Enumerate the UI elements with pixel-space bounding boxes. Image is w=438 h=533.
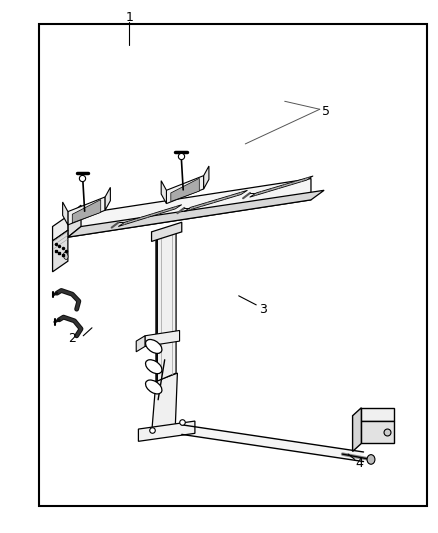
Polygon shape: [145, 330, 180, 346]
Polygon shape: [118, 205, 182, 227]
Polygon shape: [105, 188, 110, 211]
Polygon shape: [156, 237, 157, 385]
Ellipse shape: [64, 252, 68, 260]
Polygon shape: [68, 190, 324, 237]
Text: 5: 5: [322, 106, 330, 118]
Polygon shape: [68, 179, 311, 237]
Polygon shape: [152, 373, 177, 434]
Polygon shape: [250, 176, 313, 197]
Polygon shape: [53, 230, 68, 272]
Ellipse shape: [145, 340, 162, 353]
Text: 2: 2: [68, 332, 76, 345]
Polygon shape: [361, 421, 394, 443]
Polygon shape: [68, 205, 81, 237]
Polygon shape: [166, 176, 204, 204]
Polygon shape: [157, 228, 176, 381]
Polygon shape: [72, 200, 101, 223]
Polygon shape: [353, 408, 361, 451]
Polygon shape: [68, 197, 105, 225]
Polygon shape: [171, 178, 199, 201]
Ellipse shape: [367, 455, 375, 464]
Ellipse shape: [145, 360, 162, 374]
Polygon shape: [184, 190, 247, 212]
Polygon shape: [361, 408, 394, 421]
Text: 1: 1: [125, 11, 133, 23]
Polygon shape: [204, 166, 209, 189]
Text: 4: 4: [355, 457, 363, 470]
Polygon shape: [53, 216, 68, 241]
Bar: [39, 24, 427, 506]
Polygon shape: [136, 336, 145, 352]
Polygon shape: [138, 421, 195, 441]
Polygon shape: [182, 425, 364, 462]
Polygon shape: [63, 202, 68, 225]
Polygon shape: [161, 181, 166, 204]
Ellipse shape: [145, 380, 162, 394]
Text: 3: 3: [259, 303, 267, 316]
Polygon shape: [152, 222, 182, 241]
